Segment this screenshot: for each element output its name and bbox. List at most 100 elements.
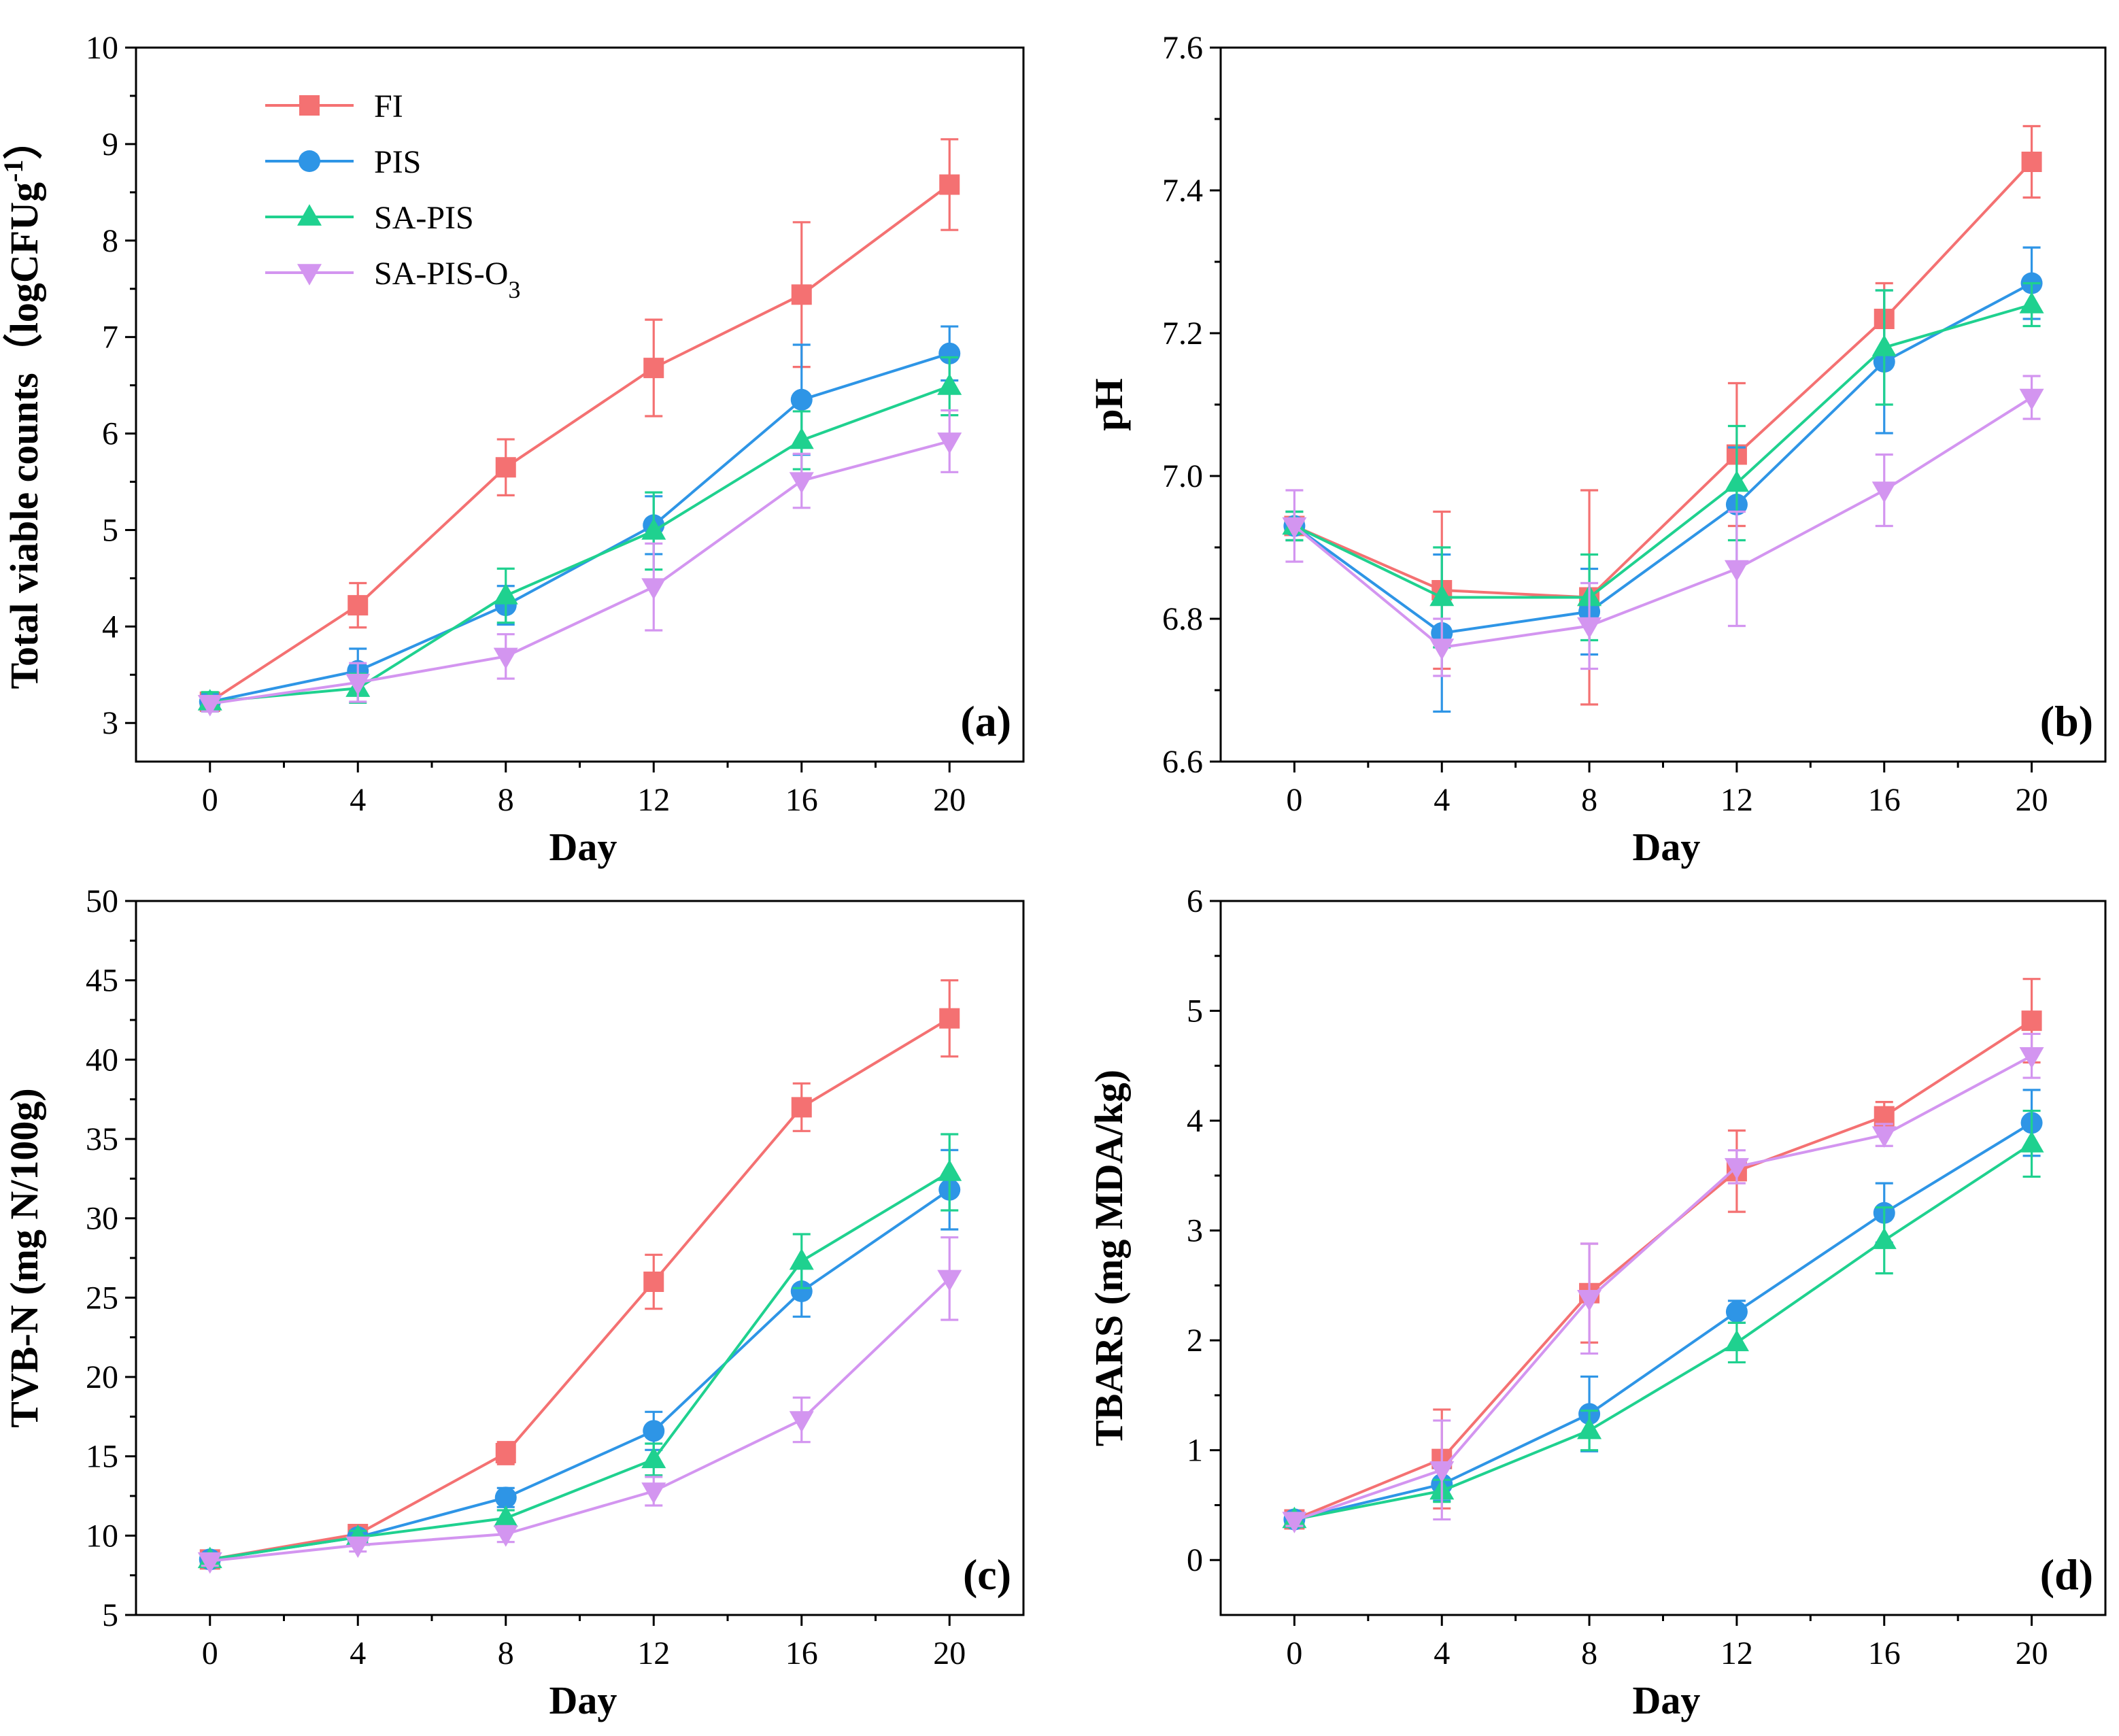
data-point (1724, 1158, 1749, 1180)
series-line (1293, 1121, 2033, 1521)
x-tick-label: 20 (933, 782, 966, 818)
y-tick-label: 20 (86, 1359, 118, 1395)
x-tick-label: 4 (1434, 1635, 1450, 1671)
data-point (2019, 388, 2044, 411)
legend-label: FI (374, 88, 403, 124)
series-fi (199, 138, 960, 713)
y-tick-label: 6 (102, 416, 118, 452)
data-point (1724, 1329, 1749, 1352)
data-point (1725, 1301, 1748, 1323)
x-axis-title: Day (1633, 1678, 1701, 1722)
y-tick-label: 5 (102, 512, 118, 548)
y-tick-label: 15 (86, 1439, 118, 1475)
y-tick-label: 40 (86, 1042, 118, 1078)
data-point (937, 1270, 962, 1292)
x-tick-label: 16 (1868, 1635, 1901, 1671)
legend-label: SA-PIS-O3 (374, 256, 520, 303)
series-line (1293, 396, 2033, 649)
data-point (791, 284, 812, 305)
panel-label: (d) (2040, 1550, 2093, 1599)
series-line (209, 183, 951, 703)
series-pis (1283, 246, 2043, 713)
data-point (493, 583, 518, 605)
y-tick-label: 4 (1187, 1103, 1203, 1139)
plot-frame (1219, 46, 2107, 763)
series-pis (1283, 1089, 2043, 1531)
series-sa-pis-o3 (1282, 375, 2044, 677)
data-point (1282, 1512, 1307, 1533)
data-point (1577, 617, 1602, 639)
data-point (937, 1159, 962, 1181)
data-point (493, 647, 518, 670)
data-point (641, 518, 666, 540)
y-tick-label: 7.4 (1162, 173, 1203, 209)
data-point (789, 427, 814, 449)
data-point (2019, 1131, 2044, 1153)
y-tick-label: 5 (102, 1597, 118, 1633)
data-point (1429, 584, 1455, 607)
legend-label: SA-PIS (374, 200, 474, 236)
plot-frame (135, 46, 1025, 763)
y-axis-title: TVB-N (mg N/100g) (2, 1088, 46, 1427)
x-tick-label: 8 (498, 1635, 514, 1671)
data-point (493, 1525, 518, 1547)
data-point (939, 1008, 960, 1029)
data-point (1871, 481, 1897, 503)
data-point (1577, 1290, 1602, 1312)
y-tick-label: 0 (1187, 1542, 1203, 1578)
data-point (643, 358, 664, 379)
y-axis-title: TBARS (mg MDA/kg) (1087, 1070, 1131, 1446)
data-point (495, 1443, 516, 1463)
data-point (790, 1280, 813, 1302)
series-line (209, 1171, 951, 1561)
data-point (937, 432, 962, 454)
data-point (2019, 292, 2044, 313)
data-point (1871, 1126, 1897, 1148)
x-tick-label: 0 (1286, 782, 1302, 818)
panel-label: (c) (963, 1550, 1011, 1599)
y-tick-label: 9 (102, 126, 118, 163)
data-point (1871, 335, 1897, 356)
plot-frame (135, 900, 1025, 1616)
data-point (789, 1411, 814, 1433)
y-tick-label: 3 (1187, 1213, 1203, 1249)
y-tick-label: 6.6 (1162, 744, 1203, 780)
panel-label: (a) (960, 697, 1011, 745)
series-line (209, 1017, 951, 1561)
data-point (494, 1486, 517, 1509)
series-fi (1284, 978, 2042, 1530)
y-tick-label: 7 (102, 320, 118, 356)
x-tick-label: 8 (1581, 1635, 1597, 1671)
chart-panel-a: 3 4 5 6 7 8 9 10 0 4 8 12 16 20 Day Total viable counts… (0, 30, 1025, 869)
x-tick-label: 4 (1434, 782, 1450, 818)
data-point (347, 595, 369, 616)
data-point (641, 578, 666, 600)
data-point (1577, 1417, 1602, 1440)
data-point (2019, 1047, 2044, 1069)
y-tick-label: 10 (86, 1518, 118, 1554)
series-line (1293, 282, 2033, 635)
x-axis-title: Day (549, 825, 617, 869)
data-point (493, 1505, 518, 1527)
data-point (1724, 560, 1749, 582)
data-point (789, 472, 814, 494)
y-tick-label: 50 (86, 883, 118, 919)
x-tick-label: 20 (933, 1635, 966, 1671)
y-tick-label: 35 (86, 1121, 118, 1157)
y-tick-label: 10 (86, 30, 118, 66)
x-tick-label: 20 (2016, 782, 2048, 818)
x-tick-label: 4 (350, 782, 366, 818)
data-point (1282, 517, 1307, 539)
data-point (495, 457, 516, 478)
series-fi (1284, 124, 2042, 706)
x-tick-label: 20 (2016, 1635, 2048, 1671)
y-tick-label: 30 (86, 1201, 118, 1237)
series-line (209, 352, 950, 703)
chart-panel-b: 6.6 6.8 7.0 7.2 7.4 7.6 0 4 8 12 16 20 Day pH (b) (1087, 30, 2107, 869)
data-point (2021, 1010, 2042, 1032)
series-line (1293, 160, 2033, 599)
legend-label-subscript: 3 (508, 276, 520, 303)
y-tick-label: 6.8 (1162, 601, 1203, 637)
y-axis-title: pH (1087, 378, 1131, 430)
data-point (1429, 1461, 1455, 1483)
